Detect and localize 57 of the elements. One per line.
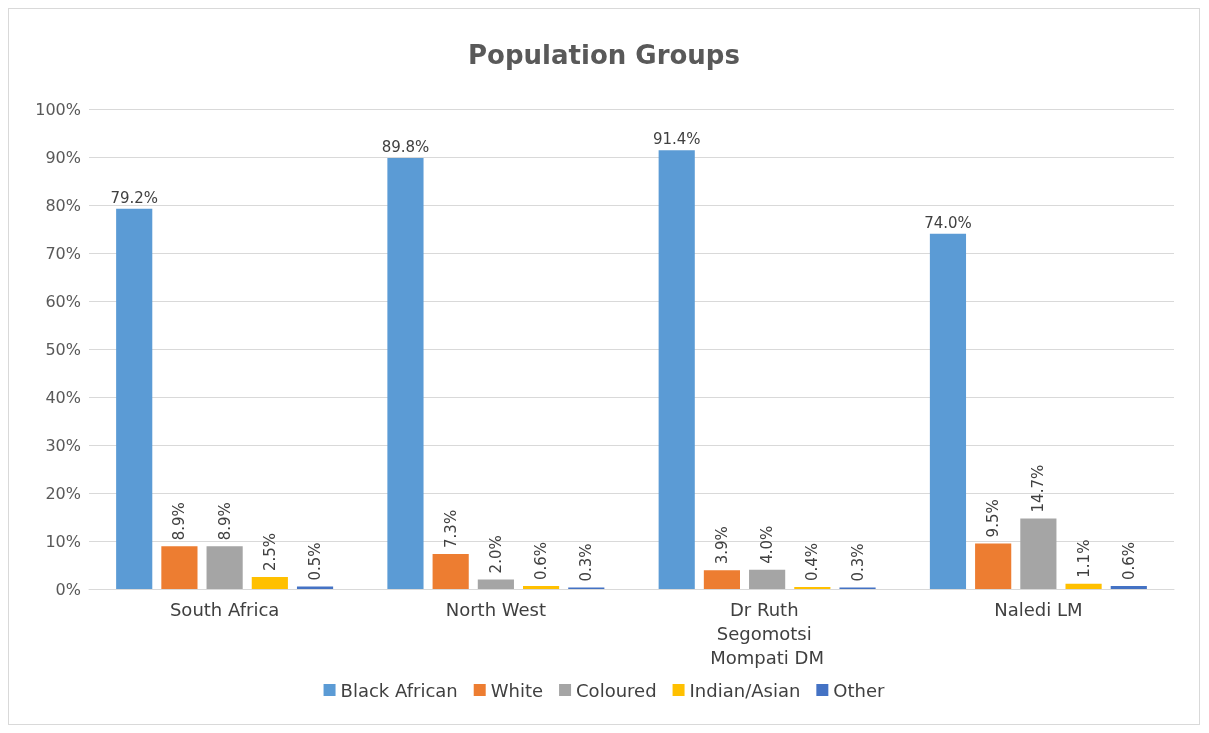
bar: [658, 150, 695, 589]
y-tick-label: 30%: [45, 435, 81, 455]
legend-label: Indian/Asian: [689, 679, 801, 701]
y-tick-label: 20%: [45, 483, 81, 503]
y-tick-label: 10%: [45, 531, 81, 551]
data-label: 4.0%: [758, 525, 777, 564]
bar: [251, 577, 288, 589]
bar: [975, 543, 1012, 589]
data-label: 0.5%: [306, 542, 325, 581]
data-label: 14.7%: [1029, 464, 1048, 513]
bar: [1020, 518, 1057, 589]
bar: [523, 586, 560, 589]
data-label: 2.5%: [260, 532, 279, 571]
bar: [432, 553, 469, 589]
data-label: 0.6%: [532, 542, 551, 581]
data-label: 8.9%: [215, 502, 234, 541]
bar: [387, 157, 424, 589]
bar: [1065, 583, 1102, 589]
legend-label: Black African: [340, 679, 458, 701]
data-label: 89.8%: [381, 137, 430, 156]
y-tick-label: 40%: [45, 387, 81, 407]
data-label: 91.4%: [652, 130, 701, 149]
data-label: 79.2%: [110, 188, 159, 207]
y-tick-label: 60%: [45, 291, 81, 311]
x-tick-label: North West: [445, 598, 547, 620]
data-label: 3.9%: [712, 526, 731, 565]
x-tick-label: Dr Ruth Segomotsi Mompati DM: [710, 598, 824, 668]
bar: [206, 546, 243, 589]
y-tick-label: 70%: [45, 243, 81, 263]
y-tick-label: 50%: [45, 339, 81, 359]
data-label: 0.4%: [803, 542, 822, 582]
data-label: 0.3%: [577, 543, 596, 582]
data-label: 8.9%: [170, 502, 189, 541]
x-tick-label: Naledi LM: [994, 598, 1083, 620]
legend-label: Coloured: [576, 679, 657, 701]
data-label: 1.1%: [1074, 539, 1093, 578]
legend-label: Other: [833, 679, 886, 701]
bar: [749, 569, 786, 589]
bar: [477, 579, 514, 589]
y-tick-label: 90%: [45, 147, 81, 167]
legend-label: White: [490, 679, 544, 701]
bar: [1110, 586, 1147, 589]
data-label: 2.0%: [486, 535, 505, 574]
y-tick-label: 0%: [55, 579, 81, 599]
bar: [929, 233, 967, 589]
x-tick-label: South Africa: [169, 598, 280, 620]
y-tick-label: 100%: [35, 99, 81, 119]
bar: [161, 546, 198, 589]
bar: [116, 208, 153, 589]
bar: [703, 570, 740, 589]
data-label: 74.0%: [924, 213, 972, 232]
data-label: 0.3%: [848, 543, 867, 582]
data-label: 7.3%: [441, 509, 460, 548]
y-tick-label: 80%: [45, 195, 81, 215]
chart-title: Population Groups: [468, 40, 740, 70]
data-label: 0.6%: [1119, 542, 1138, 581]
data-label: 9.5%: [984, 499, 1003, 538]
